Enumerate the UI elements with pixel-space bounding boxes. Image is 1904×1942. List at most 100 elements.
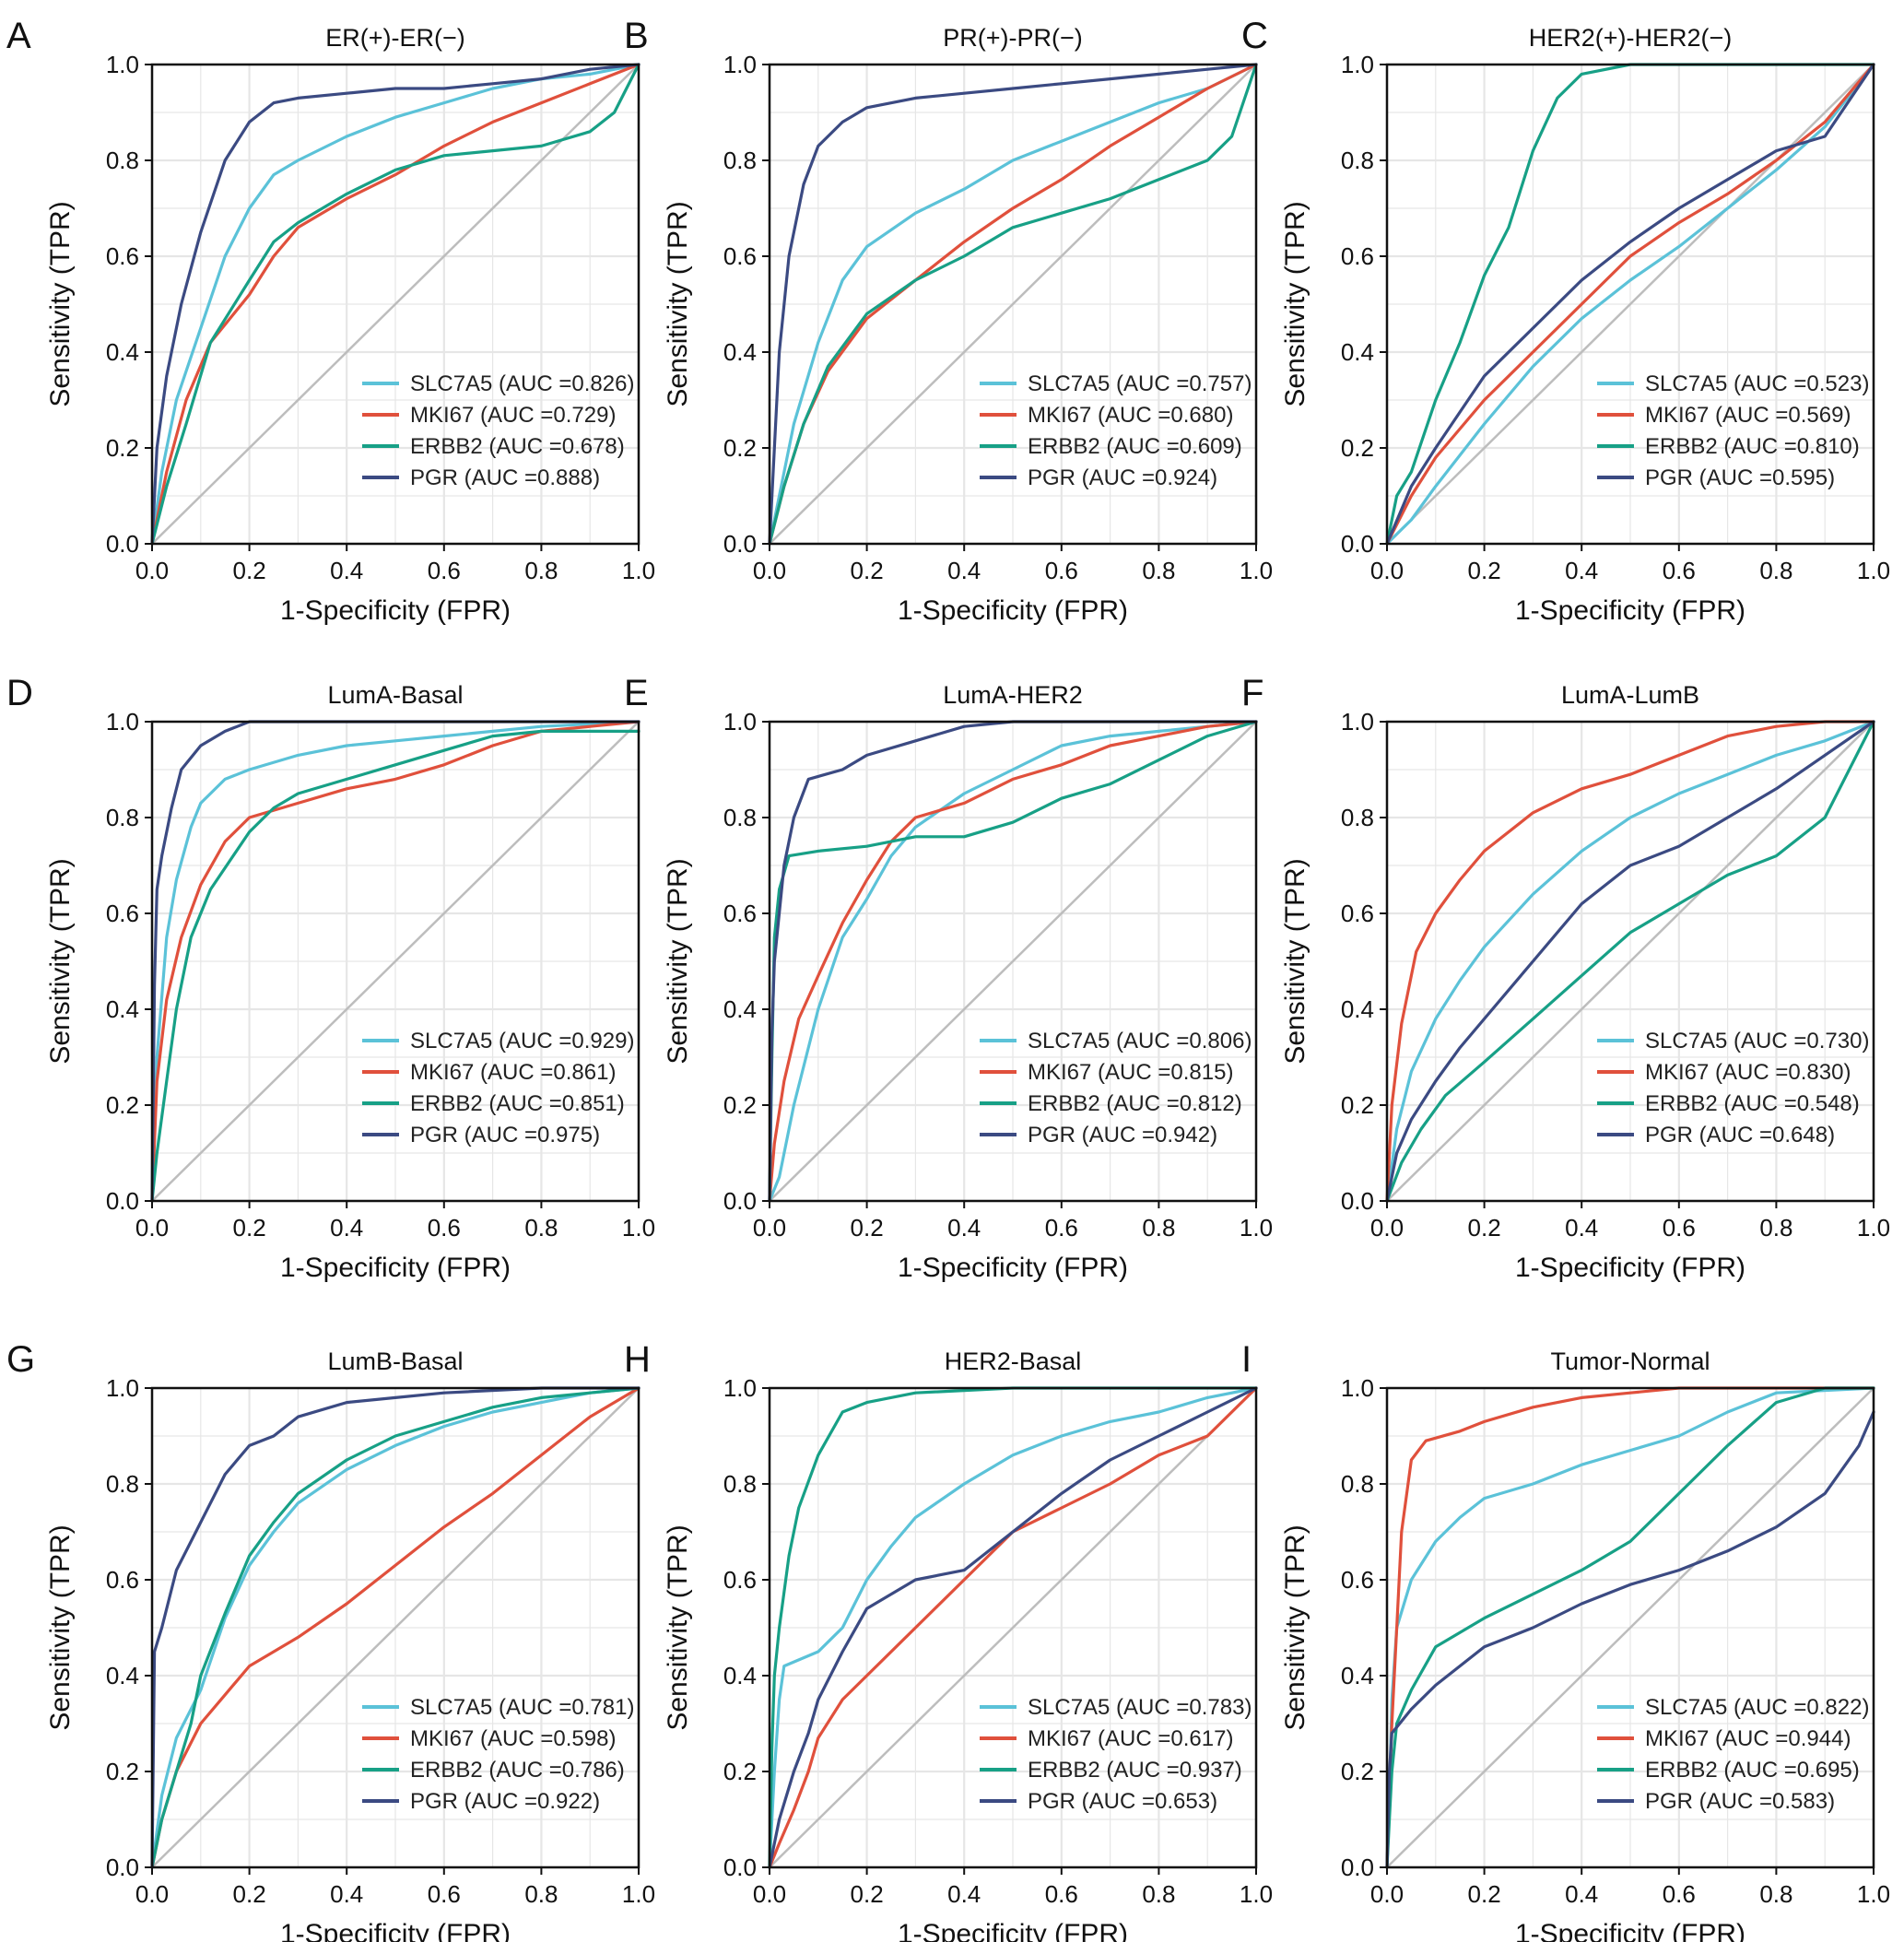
y-tick-label: 0.8 (1341, 1470, 1374, 1498)
roc-curve-pgr (768, 63, 1258, 546)
diagonal-line (151, 721, 640, 1202)
x-tick-label: 0.4 (330, 1214, 363, 1242)
roc-curve-erbb2 (1385, 1386, 1875, 1869)
roc-curve-slc7a5 (768, 63, 1258, 546)
plot-frame (768, 63, 1258, 546)
x-tick-label: 0.2 (851, 1880, 884, 1908)
x-tick-label: 0.2 (233, 1880, 266, 1908)
x-axis-label: 1-Specificity (FPR) (898, 1253, 1128, 1283)
x-axis-label: 1-Specificity (FPR) (898, 595, 1128, 626)
panel-title: HER2(+)-HER2(−) (1529, 24, 1733, 52)
roc-curve-mki67 (150, 63, 641, 546)
y-tick-label: 0.6 (106, 242, 139, 270)
panel-title: ER(+)-ER(−) (325, 24, 465, 52)
panel-letter: I (1241, 1339, 1252, 1380)
y-tick-label: 1.0 (723, 51, 757, 78)
y-tick-label: 1.0 (1341, 51, 1374, 78)
roc-curve-erbb2 (150, 63, 641, 546)
y-tick-label: 0.6 (723, 242, 757, 270)
panel-title: LumA-HER2 (943, 681, 1083, 709)
y-tick-label: 0.6 (106, 1566, 139, 1594)
y-tick-label: 1.0 (723, 708, 757, 736)
roc-curve-erbb2 (150, 1386, 641, 1869)
legend-label-erbb2: ERBB2 (AUC =0.678) (410, 434, 625, 459)
x-tick-label: 0.6 (1663, 1880, 1696, 1908)
y-tick-label: 0.6 (106, 900, 139, 927)
roc-panel-a: 0.0 0.2 0.4 0.6 0.8 1.0 0.0 0.2 0.4 0.6 0.8 1.0 1-Sp… (6, 16, 655, 626)
plot-frame (768, 1386, 1258, 1869)
roc-curve-mki67 (150, 1386, 641, 1869)
roc-panel-c: 0.0 0.2 0.4 0.6 0.8 1.0 0.0 0.2 0.4 0.6 0.8 1.0 1-Sp… (1241, 16, 1890, 626)
plot-frame (150, 63, 641, 546)
legend-label-pgr: PGR (AUC =0.942) (1028, 1123, 1217, 1148)
y-axis-label: Sensitivity (TPR) (663, 1524, 693, 1730)
x-tick-label: 0.6 (1045, 557, 1078, 584)
y-tick-label: 0.0 (1341, 1187, 1374, 1215)
panel-title: Tumor-Normal (1550, 1348, 1710, 1375)
y-tick-label: 0.8 (723, 804, 757, 831)
y-tick-label: 0.0 (106, 1187, 139, 1215)
x-tick-label: 0.2 (1468, 1880, 1501, 1908)
x-tick-label: 0.0 (753, 1880, 786, 1908)
legend-label-erbb2: ERBB2 (AUC =0.786) (410, 1758, 625, 1783)
legend-label-pgr: PGR (AUC =0.888) (410, 465, 600, 490)
diagonal-line (769, 64, 1257, 545)
x-tick-label: 0.6 (428, 1214, 461, 1242)
roc-curve-erbb2 (768, 720, 1258, 1203)
y-tick-label: 0.0 (1341, 530, 1374, 558)
roc-curve-mki67 (150, 720, 641, 1203)
x-tick-label: 0.8 (1759, 1880, 1792, 1908)
plot-frame (1385, 63, 1875, 546)
legend-label-erbb2: ERBB2 (AUC =0.548) (1645, 1091, 1860, 1116)
legend-label-slc7a5: SLC7A5 (AUC =0.822) (1645, 1695, 1869, 1720)
legend-label-slc7a5: SLC7A5 (AUC =0.806) (1028, 1029, 1252, 1053)
y-tick-label: 0.4 (723, 338, 757, 366)
panel-title: LumA-LumB (1561, 681, 1699, 709)
legend-label-erbb2: ERBB2 (AUC =0.851) (410, 1091, 625, 1116)
x-tick-label: 0.4 (330, 1880, 363, 1908)
panel-letter: G (6, 1339, 35, 1380)
legend-label-erbb2: ERBB2 (AUC =0.695) (1645, 1758, 1860, 1783)
legend-label-pgr: PGR (AUC =0.924) (1028, 465, 1217, 490)
x-axis-label: 1-Specificity (FPR) (898, 1919, 1128, 1942)
roc-curve-slc7a5 (150, 720, 641, 1203)
roc-panel-b: 0.0 0.2 0.4 0.6 0.8 1.0 0.0 0.2 0.4 0.6 0.8 1.0 1-Sp… (624, 16, 1273, 626)
y-tick-label: 0.8 (106, 147, 139, 174)
y-tick-label: 0.0 (1341, 1854, 1374, 1881)
roc-curve-erbb2 (768, 1386, 1258, 1869)
roc-curve-pgr (1385, 720, 1875, 1203)
y-tick-label: 0.4 (1341, 995, 1374, 1023)
x-tick-label: 0.8 (1142, 1880, 1175, 1908)
panel-letter: H (624, 1339, 651, 1380)
x-tick-label: 0.4 (330, 557, 363, 584)
x-tick-label: 0.6 (1663, 557, 1696, 584)
x-tick-label: 1.0 (622, 557, 655, 584)
y-tick-label: 1.0 (1341, 1374, 1374, 1402)
y-tick-label: 0.4 (723, 995, 757, 1023)
diagonal-line (1386, 64, 1875, 545)
y-tick-label: 1.0 (1341, 708, 1374, 736)
x-tick-label: 0.0 (753, 557, 786, 584)
x-tick-label: 0.4 (947, 1880, 981, 1908)
panel-title: HER2-Basal (945, 1348, 1082, 1375)
diagonal-line (769, 721, 1257, 1202)
x-tick-label: 1.0 (1857, 1214, 1890, 1242)
roc-panel-g: 0.0 0.2 0.4 0.6 0.8 1.0 0.0 0.2 0.4 0.6 0.8 1.0 1-Sp… (6, 1339, 655, 1942)
legend-label-pgr: PGR (AUC =0.653) (1028, 1789, 1217, 1814)
legend-label-mki67: MKI67 (AUC =0.598) (410, 1726, 616, 1751)
roc-curve-pgr (1385, 63, 1875, 546)
roc-curve-slc7a5 (768, 1386, 1258, 1869)
x-tick-label: 0.8 (524, 557, 558, 584)
roc-curve-slc7a5 (1385, 720, 1875, 1203)
roc-curve-slc7a5 (768, 720, 1258, 1203)
y-tick-label: 0.8 (106, 1470, 139, 1498)
roc-curve-slc7a5 (150, 1386, 641, 1869)
y-axis-label: Sensitivity (TPR) (45, 858, 76, 1064)
x-tick-label: 0.0 (1370, 1214, 1404, 1242)
x-tick-label: 0.4 (947, 557, 981, 584)
y-tick-label: 0.2 (723, 1758, 757, 1785)
x-tick-label: 0.2 (233, 1214, 266, 1242)
diagonal-line (769, 1387, 1257, 1868)
x-tick-label: 0.8 (1142, 1214, 1175, 1242)
